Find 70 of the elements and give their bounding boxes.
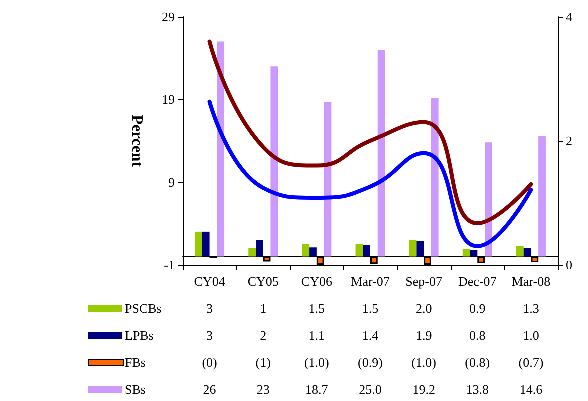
y-tick-label: 9	[168, 174, 175, 190]
x-tick-label: Dec-07	[458, 274, 498, 289]
bar	[378, 50, 386, 257]
bar	[363, 245, 370, 257]
x-tick-label: Mar-07	[351, 274, 390, 289]
data-label: (1)	[256, 355, 271, 371]
bar	[324, 102, 332, 257]
y2-tick-label: 4	[566, 10, 573, 24]
bar	[270, 66, 278, 257]
legend-label: PSCBs	[125, 301, 162, 317]
data-label: 18.7	[306, 382, 328, 398]
data-label: 3	[206, 328, 214, 344]
data-label: (1.0)	[304, 355, 330, 371]
data-label: (0)	[202, 355, 218, 371]
data-label: 0.8	[470, 328, 486, 344]
bar	[202, 232, 210, 257]
bar	[409, 240, 417, 257]
y-tick-label: 19	[162, 92, 175, 108]
bar	[217, 42, 225, 257]
data-label: 1.3	[523, 301, 540, 317]
bar	[248, 248, 256, 257]
data-label: 2.0	[416, 301, 432, 317]
bar	[195, 232, 202, 257]
bar	[485, 142, 492, 257]
bar	[538, 136, 546, 257]
bar	[462, 249, 470, 257]
x-tick-label: CY04	[194, 274, 226, 289]
legend-label: LPBs	[125, 328, 154, 344]
bar	[256, 240, 264, 257]
data-label: 1	[260, 301, 267, 317]
bar	[302, 244, 310, 257]
data-label: 1.5	[308, 301, 326, 317]
bar	[524, 248, 532, 257]
bar	[310, 248, 317, 257]
data-label: 19.2	[412, 382, 436, 398]
y2-tick-label: 2	[566, 134, 572, 148]
bar	[516, 246, 524, 257]
y-tick-label: -1	[164, 258, 175, 272]
y2-tick-label: 0	[566, 258, 572, 272]
legend-label: SBs	[125, 382, 146, 398]
bar	[356, 244, 364, 257]
y-tick-label: 29	[162, 10, 175, 24]
data-label: (1.0)	[412, 355, 437, 371]
data-label: (0.9)	[358, 355, 383, 371]
data-label: 0.9	[470, 301, 486, 317]
data-label: 2	[260, 328, 267, 344]
data-label: 1.1	[308, 328, 326, 344]
data-label: 1.4	[362, 328, 379, 344]
data-label: 23	[256, 382, 270, 398]
x-tick-label: Mar-08	[512, 274, 551, 289]
data-label: 13.8	[466, 382, 490, 398]
line-series	[208, 100, 534, 248]
data-label: 14.6	[520, 382, 543, 398]
bar	[431, 98, 439, 257]
data-label: 1.0	[523, 328, 540, 344]
data-label: 1.5	[362, 301, 379, 317]
x-tick-label: CY05	[248, 274, 279, 289]
x-tick-label: CY06	[301, 274, 333, 289]
y-axis-title: Percent	[128, 114, 146, 168]
data-label: 25.0	[359, 382, 382, 398]
line-series	[208, 40, 534, 226]
data-label: 3	[206, 301, 214, 317]
bar	[416, 241, 424, 257]
data-label: 1.9	[416, 328, 432, 344]
x-tick-label: Sep-07	[406, 274, 443, 289]
data-label: (0.7)	[518, 355, 544, 371]
data-label: 26	[203, 382, 216, 398]
bar	[470, 250, 478, 257]
legend-label: FBs	[125, 355, 146, 371]
data-label: (0.8)	[465, 355, 490, 371]
